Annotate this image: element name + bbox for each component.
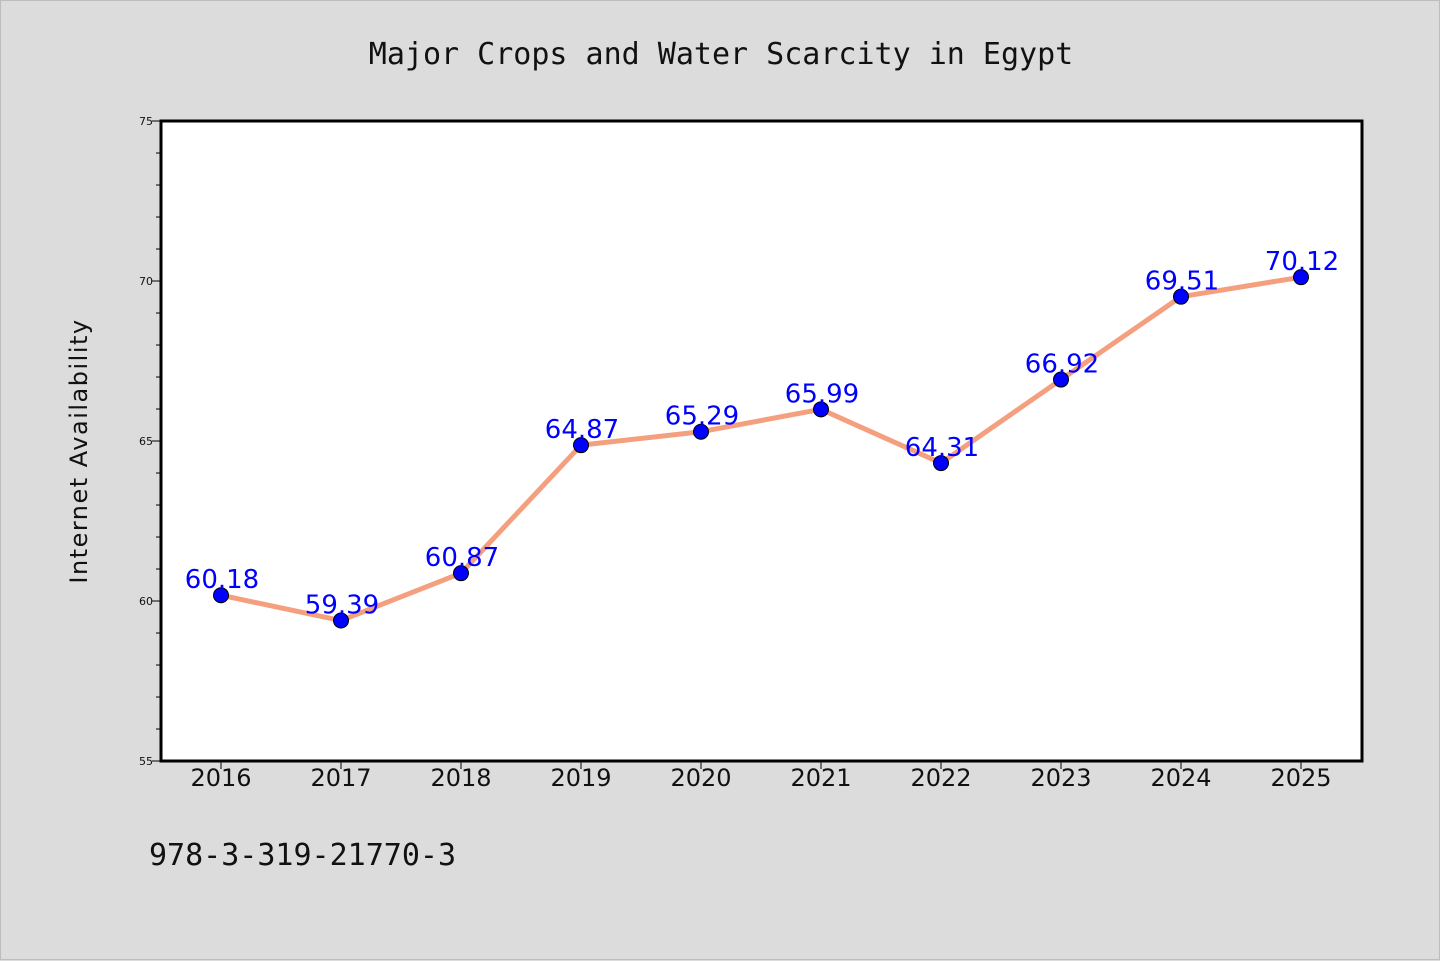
data-label: 59.39	[305, 591, 379, 621]
y-tick-label: 55	[139, 755, 153, 768]
isbn-annotation: 978-3-319-21770-3	[149, 838, 456, 873]
data-point	[813, 401, 829, 418]
x-tick-label: 2023	[1030, 764, 1091, 792]
data-point	[1173, 288, 1189, 305]
y-tick-label: 75	[139, 115, 153, 128]
series-group	[213, 269, 1309, 629]
y-tick-label: 60	[139, 595, 153, 608]
data-point	[693, 423, 709, 440]
x-tick-label: 2018	[430, 764, 491, 792]
data-label: 64.31	[905, 433, 979, 463]
data-label: 66.92	[1025, 350, 1099, 380]
x-axis: 2016 2017 2018 2019 2020 2021 2022 2023 2024 2025	[190, 761, 1332, 792]
data-label: 69.51	[1145, 267, 1219, 297]
x-tick-label: 2021	[790, 764, 851, 792]
data-point	[333, 612, 349, 629]
chart-title: Major Crops and Water Scarcity in Egypt	[369, 37, 1073, 72]
data-point	[1293, 269, 1309, 286]
data-label: 65.99	[785, 379, 859, 409]
plot-area	[161, 121, 1362, 761]
series-line	[218, 274, 1304, 624]
data-label: 64.87	[545, 415, 619, 445]
y-tick-label: 65	[139, 435, 153, 448]
y-tick-label: 70	[139, 275, 153, 288]
x-tick-label: 2019	[550, 764, 611, 792]
x-tick-label: 2017	[310, 764, 371, 792]
x-tick-label: 2020	[670, 764, 731, 792]
data-label: 70.12	[1265, 247, 1339, 277]
y-axis: 55 60 65 70 75	[139, 115, 161, 768]
x-tick-label: 2024	[1150, 764, 1211, 792]
x-tick-label: 2022	[910, 764, 971, 792]
data-label: 65.29	[665, 402, 739, 432]
data-point	[933, 455, 949, 472]
x-tick-label: 2016	[190, 764, 251, 792]
data-point	[1053, 371, 1069, 388]
x-tick-label: 2025	[1270, 764, 1331, 792]
plot-border	[159, 119, 1364, 763]
data-label: 60.18	[185, 565, 259, 595]
y-axis-label: Internet Availability	[65, 318, 93, 583]
data-point	[573, 437, 589, 454]
data-label: 60.87	[425, 543, 499, 573]
data-point	[213, 587, 229, 604]
data-point	[453, 565, 469, 582]
data-labels-group: 60.18 59.39 60.87 64.87 65.29 65.99 64.31 66.92…	[185, 247, 1339, 620]
